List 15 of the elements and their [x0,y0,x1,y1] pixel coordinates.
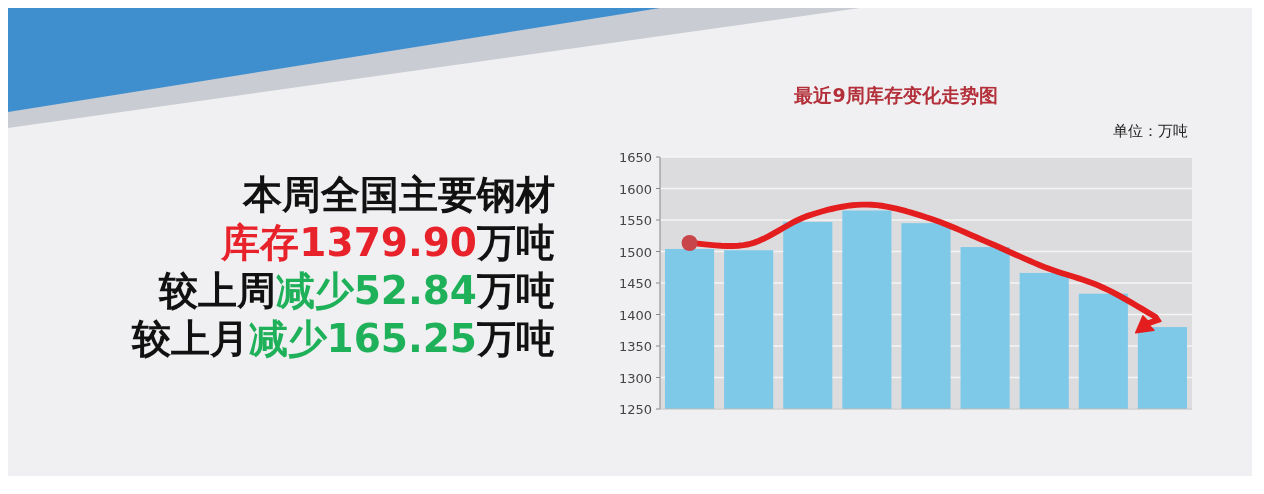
text: 本周全国主要钢材 [242,172,555,217]
chart-title: 最近9周库存变化走势图 [793,84,998,106]
text: 较上周减少52.84万吨 [157,268,555,313]
y-tick-label: 1250 [618,402,652,417]
text: 较上月减少165.25万吨 [130,316,555,361]
y-tick-label: 1650 [618,150,652,165]
y-tick-label: 1450 [618,276,652,291]
y-tick-label: 1600 [618,181,652,197]
text: 库存1379.90万吨 [220,220,555,265]
y-tick-label: 1300 [618,370,652,386]
y-tick-label: 1350 [618,339,652,354]
y-tick-label: 1400 [618,307,652,323]
y-axis-title: 单位：万吨 [1113,122,1188,140]
y-tick-label: 1500 [618,244,652,260]
y-tick-label: 1550 [618,213,652,228]
